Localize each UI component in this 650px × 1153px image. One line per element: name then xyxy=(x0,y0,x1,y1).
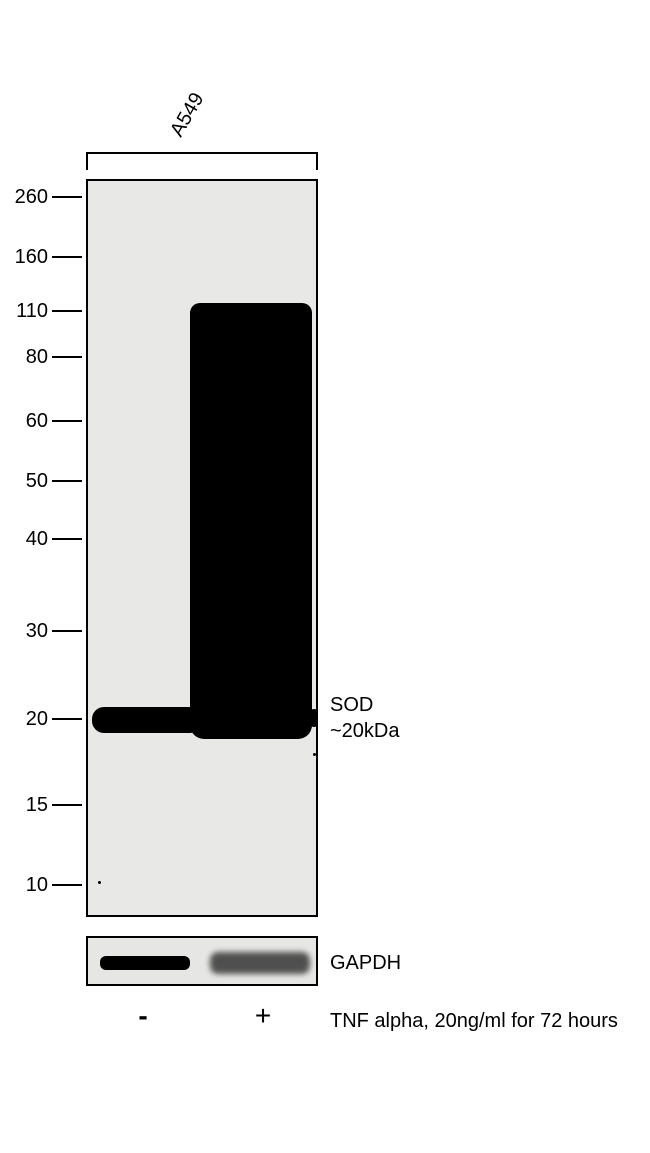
smear-lane-plus xyxy=(190,303,312,739)
speck xyxy=(313,753,316,756)
loading-label: GAPDH xyxy=(330,952,401,975)
mw-tick xyxy=(52,196,82,198)
main-blot xyxy=(86,179,318,917)
mw-tick xyxy=(52,256,82,258)
target-mw-label: ~20kDa xyxy=(330,720,400,743)
mw-tick xyxy=(52,884,82,886)
mw-label-20: 20 xyxy=(8,708,48,731)
treatment-plus: + xyxy=(248,1000,278,1032)
mw-tick xyxy=(52,420,82,422)
mw-label-50: 50 xyxy=(8,470,48,493)
mw-tick xyxy=(52,480,82,482)
sample-label: A549 xyxy=(166,89,209,141)
gapdh-band-minus xyxy=(100,956,190,970)
sample-bracket xyxy=(86,152,318,170)
mw-tick xyxy=(52,356,82,358)
target-name-label: SOD xyxy=(330,694,373,717)
treatment-minus: - xyxy=(128,1000,158,1032)
mw-label-160: 160 xyxy=(8,246,48,269)
mw-label-10: 10 xyxy=(8,874,48,897)
mw-label-60: 60 xyxy=(8,410,48,433)
mw-tick xyxy=(52,538,82,540)
mw-tick xyxy=(52,804,82,806)
loading-blot xyxy=(86,936,318,986)
mw-label-110: 110 xyxy=(8,300,48,323)
mw-tick xyxy=(52,630,82,632)
treatment-label: TNF alpha, 20ng/ml for 72 hours xyxy=(330,1010,618,1033)
mw-label-80: 80 xyxy=(8,346,48,369)
band-lane-minus xyxy=(92,707,196,733)
band-tail-right xyxy=(310,709,318,727)
mw-tick xyxy=(52,718,82,720)
mw-label-15: 15 xyxy=(8,794,48,817)
mw-label-30: 30 xyxy=(8,620,48,643)
mw-label-40: 40 xyxy=(8,528,48,551)
mw-label-260: 260 xyxy=(8,186,48,209)
mw-tick xyxy=(52,310,82,312)
speck xyxy=(98,881,101,884)
figure-container: A549 260 160 110 80 60 50 40 30 20 15 10… xyxy=(0,0,650,1153)
gapdh-band-plus xyxy=(210,952,310,974)
